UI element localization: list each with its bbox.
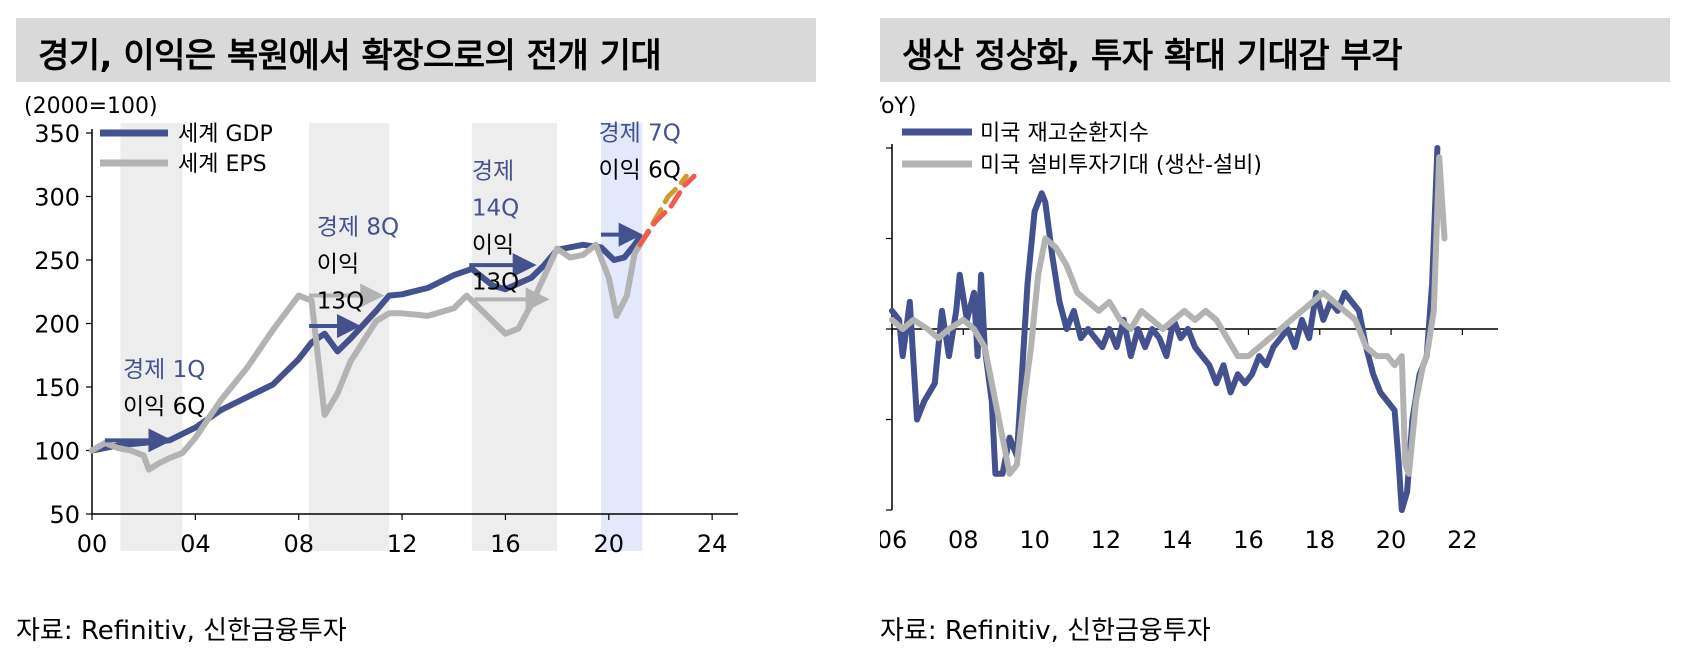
shaded-period (601, 123, 643, 551)
y-tick-label: 50 (49, 501, 80, 529)
legend-label: 세계 EPS (178, 152, 267, 177)
y-tick-label: 250 (34, 247, 80, 275)
forecast-series-line (637, 173, 697, 248)
series-line-eps (89, 241, 643, 473)
period-annotation: 이익 6Q (123, 394, 205, 420)
y-tick-label: 100 (34, 438, 80, 466)
left-chart-title: 경기, 이익은 복원에서 확장으로의 전개 기대 (38, 36, 662, 76)
right-chart-panel: 생산 정상화, 투자 확대 기대감 부각 (20)(10)01020060810… (880, 0, 1692, 660)
x-tick-label: 08 (948, 526, 979, 554)
x-tick-label: 10 (1019, 526, 1050, 554)
x-tick-label: 12 (387, 530, 418, 558)
period-annotation: 13Q (317, 289, 364, 315)
series-line-gdp (89, 234, 643, 454)
shaded-period (471, 123, 558, 551)
x-tick-label: 00 (77, 530, 108, 558)
x-tick-label: 22 (1447, 526, 1478, 554)
period-annotation: 경제 8Q (317, 215, 399, 241)
period-annotation: 경제 7Q (598, 121, 680, 147)
left-chart: 50 100 150 200 250 300 350 00 04 08 12 16 20 24 (2000=… (24, 94, 738, 558)
period-annotation: 경제 (472, 159, 514, 185)
y-tick-label: 350 (34, 120, 80, 148)
period-annotation: 13Q (472, 270, 519, 296)
y-tick-label: 150 (34, 374, 80, 402)
period-annotation: 이익 (472, 233, 514, 259)
series-line-capex (889, 154, 1448, 477)
right-chart-title: 생산 정상화, 투자 확대 기대감 부각 (902, 36, 1403, 76)
shaded-period (120, 123, 183, 551)
y-tick-label: 300 (34, 184, 80, 212)
x-tick-label: 20 (1376, 526, 1407, 554)
left-title-bar: 경기, 이익은 복원에서 확장으로의 전개 기대 (16, 18, 816, 82)
right-chart: (20)(10)01020060810121416182022(%p YoY)미… (880, 94, 1498, 554)
x-tick-label: 20 (594, 530, 625, 558)
x-tick-label: 04 (180, 530, 211, 558)
y-unit-label: (%p YoY) (880, 94, 916, 119)
x-tick-label: 12 (1091, 526, 1122, 554)
series-line-inventory (889, 145, 1441, 513)
x-tick-label: 24 (697, 530, 728, 558)
x-tick-label: 18 (1304, 526, 1335, 554)
forecast-series-line (637, 173, 689, 248)
x-tick-label: 16 (490, 530, 521, 558)
period-annotation: 14Q (472, 196, 519, 222)
y-unit-label: (2000=100) (24, 94, 158, 119)
x-tick-label: 16 (1233, 526, 1264, 554)
period-annotation: 이익 (317, 252, 359, 278)
period-annotation: 경제 1Q (123, 357, 205, 383)
left-chart-panel: 경기, 이익은 복원에서 확장으로의 전개 기대 50 100 150 200 250 3… (0, 0, 820, 660)
legend-label: 미국 재고순환지수 (980, 121, 1149, 146)
legend-label: 세계 GDP (178, 122, 273, 147)
period-annotation: 이익 6Q (598, 158, 680, 184)
right-title-bar: 생산 정상화, 투자 확대 기대감 부각 (880, 18, 1670, 82)
x-tick-label: 06 (880, 526, 907, 554)
x-tick-label: 08 (283, 530, 314, 558)
left-source-note: 자료: Refinitiv, 신한금융투자 (16, 616, 347, 646)
right-source-note: 자료: Refinitiv, 신한금융투자 (880, 616, 1211, 646)
x-tick-label: 14 (1162, 526, 1193, 554)
legend-label: 미국 설비투자기대 (생산-설비) (980, 153, 1262, 178)
y-tick-label: 200 (34, 311, 80, 339)
